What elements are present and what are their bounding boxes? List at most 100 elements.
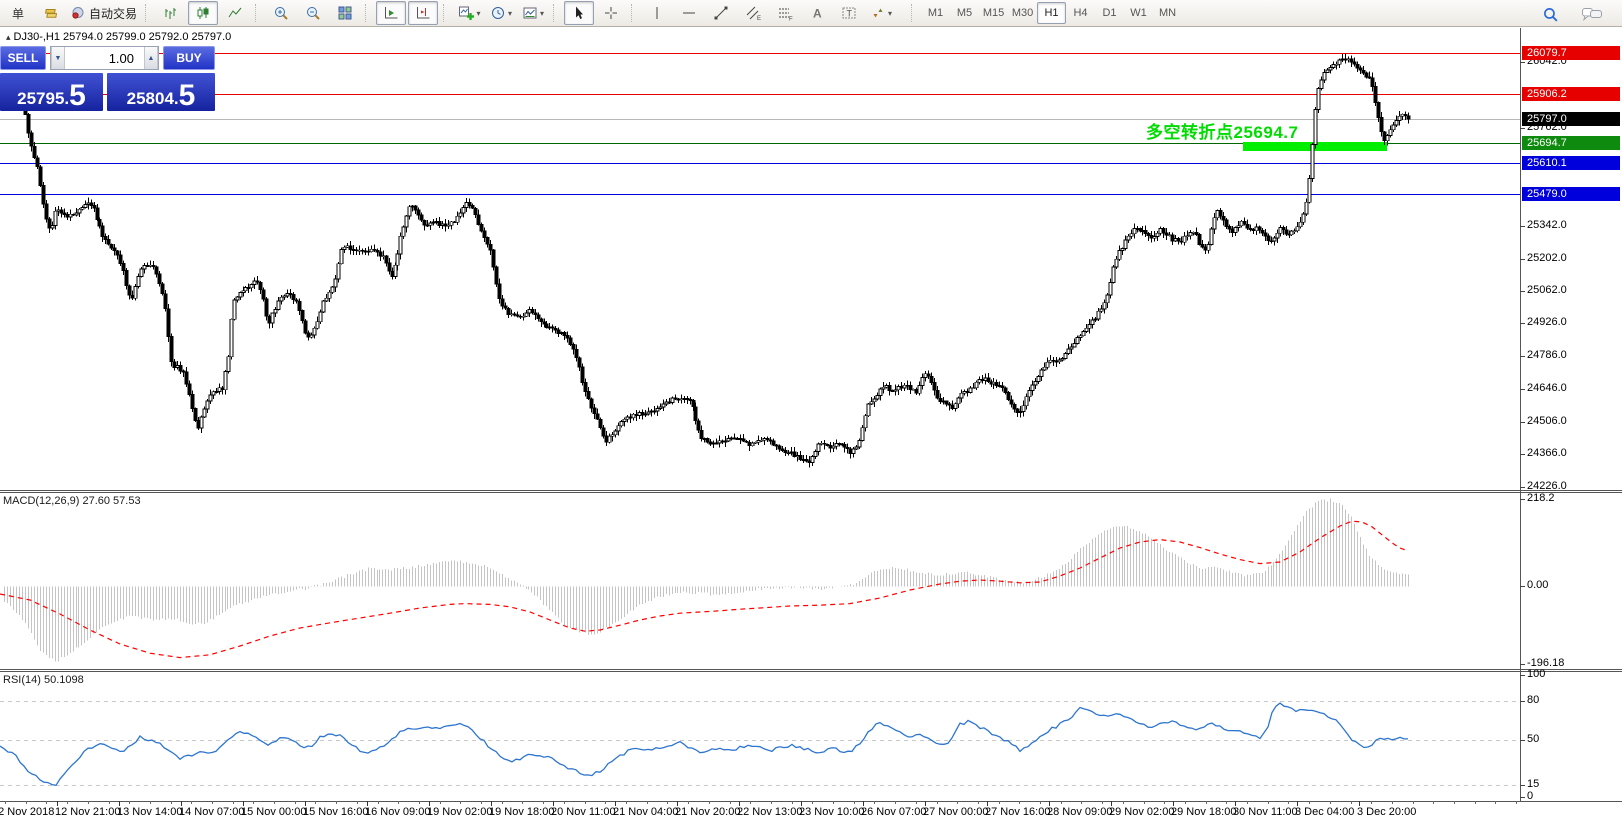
sell-price-int: 25795	[17, 89, 65, 108]
timeframe-mn[interactable]: MN	[1158, 7, 1177, 19]
axis-tick-label: 25202.0	[1527, 252, 1567, 264]
timeframe-m15[interactable]: M15	[982, 7, 1005, 19]
buy-price-int: 25804	[126, 89, 174, 108]
templates-button[interactable]: ▾	[518, 1, 548, 25]
toolbar-grip	[553, 4, 558, 22]
timeframe-w1[interactable]: W1	[1130, 7, 1147, 19]
axis-tick-label: 80	[1527, 694, 1540, 706]
auto-scroll-button[interactable]	[376, 1, 407, 25]
rsi-label: RSI(14) 50.1098	[3, 674, 84, 686]
text-button[interactable]: A	[802, 1, 832, 25]
bar-chart-icon	[163, 5, 179, 21]
timeframe-h4[interactable]: H4	[1073, 7, 1088, 19]
axis-tick-label: 25062.0	[1527, 284, 1567, 296]
sell-price[interactable]: 25795. 5	[0, 73, 103, 111]
price-tag: 25906.2	[1522, 87, 1620, 101]
volume-value[interactable]: 1.00	[108, 50, 134, 66]
bar-chart-button[interactable]	[156, 1, 186, 25]
chart-shift-icon	[415, 5, 431, 21]
toolbar-grip	[365, 4, 370, 22]
timeframe-m5[interactable]: M5	[956, 7, 973, 19]
time-axis-label: 12 Nov 21:00	[55, 806, 121, 818]
cursor-button[interactable]	[564, 1, 595, 25]
dropdown-caret: ▾	[476, 8, 481, 18]
fibonacci-button[interactable]: F	[770, 1, 800, 25]
horizontal-line-button[interactable]	[674, 1, 704, 25]
toolbar-right	[1534, 2, 1608, 26]
volume-decrease-button[interactable]: ▼	[51, 47, 65, 69]
text-icon: A	[810, 5, 824, 21]
axis-tick-label: 218.2	[1527, 492, 1555, 504]
sell-price-frac: 5	[69, 79, 86, 112]
buy-price[interactable]: 25804. 5	[107, 73, 215, 111]
time-axis-label: 15 Nov 00:00	[241, 806, 307, 818]
timeframe-m1[interactable]: M1	[927, 7, 944, 19]
time-axis-label: 20 Nov 11:00	[551, 806, 616, 818]
equidistant-channel-button[interactable]: E	[738, 1, 768, 25]
trendline-button[interactable]	[706, 1, 736, 25]
time-axis-label: 26 Nov 07:00	[861, 806, 927, 818]
svg-text:E: E	[757, 16, 761, 21]
timeframe-m30[interactable]: M30	[1011, 7, 1034, 19]
crosshair-button[interactable]	[596, 1, 626, 25]
tile-windows-button[interactable]	[330, 1, 360, 25]
time-axis-label: 13 Nov 14:00	[117, 806, 183, 818]
axis-tick-label: 24786.0	[1527, 349, 1567, 361]
time-axis-label: 15 Nov 16:00	[303, 806, 369, 818]
time-axis-label: 29 Nov 02:00	[1109, 806, 1175, 818]
zoom-in-button[interactable]	[266, 1, 296, 25]
arrows-button[interactable]: ▾	[866, 1, 896, 25]
volume-increase-button[interactable]: ▲	[144, 47, 158, 69]
toolbar-grip	[631, 4, 636, 22]
crosshair-icon	[603, 5, 619, 21]
indicators-button[interactable]: ▾	[454, 1, 484, 25]
time-axis-label: 12 Nov 2018	[0, 806, 55, 818]
axis-tick-label: 0	[1527, 790, 1534, 802]
price-tag: 26079.7	[1522, 46, 1620, 60]
buy-button[interactable]: BUY	[163, 46, 215, 70]
text-label-button[interactable]: T	[834, 1, 864, 25]
one-click-trading-panel: SELL ▼ 1.00 ▲ BUY 25795. 5 25804. 5	[0, 46, 215, 111]
svg-text:F: F	[789, 17, 793, 22]
vertical-line-icon	[650, 5, 664, 21]
line-chart-button[interactable]	[220, 1, 250, 25]
time-axis-label: 19 Nov 18:00	[489, 806, 555, 818]
symbol-arrow-icon: ▴	[6, 32, 11, 42]
axis-tick-label: 24926.0	[1527, 316, 1567, 328]
autotrade-button[interactable]: 自动交易	[67, 1, 140, 25]
toolbar-grip	[145, 4, 150, 22]
axis-tick-label: 24646.0	[1527, 382, 1567, 394]
periods-button[interactable]: ▾	[486, 1, 516, 25]
chart-shift-button[interactable]	[408, 1, 439, 25]
axis-tick-label: 24366.0	[1527, 447, 1567, 459]
toolbar-grip	[911, 4, 916, 22]
new-order-button[interactable]: 单	[3, 1, 33, 25]
search-icon	[1542, 6, 1559, 23]
timeframe-h1[interactable]: H1	[1037, 2, 1067, 24]
axis-tick-label: 24506.0	[1527, 415, 1567, 427]
gold-button[interactable]	[35, 1, 65, 25]
indicators-icon	[458, 5, 475, 21]
gold-icon	[42, 5, 58, 21]
auto-scroll-icon	[383, 5, 399, 21]
zoom-out-button[interactable]	[298, 1, 328, 25]
volume-stepper[interactable]: ▼ 1.00 ▲	[50, 46, 159, 70]
tile-windows-icon	[337, 5, 353, 21]
price-tag: 25694.7	[1522, 136, 1620, 150]
candlestick-chart-button[interactable]	[188, 1, 219, 25]
trade-panel-top-row: SELL ▼ 1.00 ▲ BUY	[0, 46, 215, 70]
axis-tick-label: 50	[1527, 733, 1540, 745]
horizontal-line-icon	[681, 5, 697, 21]
sell-button[interactable]: SELL	[0, 46, 46, 70]
chat-button[interactable]	[1577, 2, 1607, 26]
time-axis-label: 27 Nov 00:00	[923, 806, 989, 818]
buy-price-frac: 5	[178, 79, 196, 112]
sell-price-dot: .	[64, 89, 70, 108]
symbol-info: ▴ DJ30-,H1 25794.0 25799.0 25792.0 25797.…	[6, 31, 231, 43]
vertical-line-button[interactable]	[642, 1, 672, 25]
timeframe-d1[interactable]: D1	[1102, 7, 1117, 19]
axis-tick-label: 24226.0	[1527, 480, 1567, 492]
search-button[interactable]	[1535, 2, 1565, 26]
equidistant-channel-icon: E	[745, 5, 762, 21]
